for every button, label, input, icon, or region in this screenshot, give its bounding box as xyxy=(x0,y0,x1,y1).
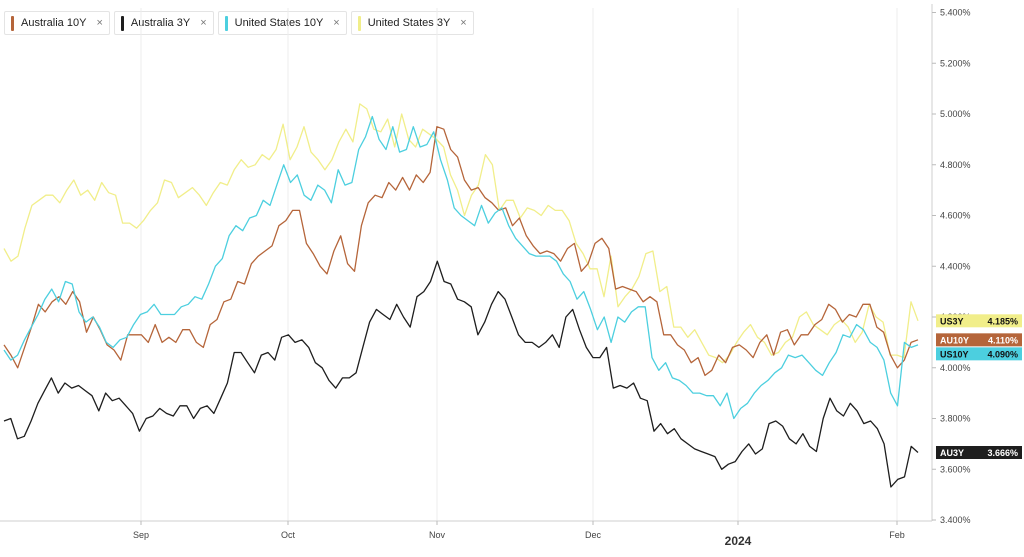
x-tick-label: Sep xyxy=(133,530,149,540)
y-tick-label: 5.200% xyxy=(940,58,971,68)
y-tick-label: 5.000% xyxy=(940,109,971,119)
legend-chip-united-states-10y[interactable]: United States 10Y × xyxy=(217,11,347,35)
badge-label: AU3Y xyxy=(940,448,964,458)
y-tick-label: 4.000% xyxy=(940,363,971,373)
legend-swatch xyxy=(357,15,361,31)
series-line-us10y xyxy=(3,115,919,420)
x-tick-label: Dec xyxy=(585,530,602,540)
badge-label: US10Y xyxy=(940,349,969,359)
badge-value: 4.090% xyxy=(987,349,1018,359)
gridlines xyxy=(140,8,898,521)
series-lines xyxy=(3,103,919,488)
series-line-au10y xyxy=(3,126,919,377)
series-line-au3y xyxy=(3,260,919,488)
y-tick-label: 3.800% xyxy=(940,414,971,424)
badge-label: AU10Y xyxy=(940,335,969,345)
y-tick-label: 5.400% xyxy=(940,8,971,18)
badge-au3y: AU3Y 3.666% xyxy=(936,446,1022,460)
y-tick-label: 4.800% xyxy=(940,160,971,170)
badge-value: 4.110% xyxy=(988,335,1018,345)
legend-label: Australia 3Y xyxy=(130,17,191,29)
badge-value: 3.666% xyxy=(987,448,1018,458)
x-tick-label: Nov xyxy=(429,530,446,540)
legend-chip-united-states-3y[interactable]: United States 3Y × xyxy=(350,11,474,35)
badge-bg xyxy=(936,347,1022,361)
y-tick-label: 3.400% xyxy=(940,515,971,525)
series-line-us3y xyxy=(3,103,919,364)
legend-label: Australia 10Y xyxy=(21,17,87,29)
legend-label: United States 3Y xyxy=(367,17,451,29)
badge-bg xyxy=(936,446,1022,460)
close-icon[interactable]: × xyxy=(96,17,103,29)
close-icon[interactable]: × xyxy=(200,17,207,29)
y-tick-label: 3.600% xyxy=(940,464,971,474)
legend-swatch xyxy=(120,15,124,31)
y-tick-label: 4.600% xyxy=(940,211,971,221)
y-tick-label: 4.400% xyxy=(940,261,971,271)
legend-bar: Australia 10Y × Australia 3Y × United St… xyxy=(4,11,474,35)
legend-chip-australia-10y[interactable]: Australia 10Y × xyxy=(4,11,110,35)
close-icon[interactable]: × xyxy=(333,17,340,29)
badge-label: US3Y xyxy=(940,316,964,326)
legend-chip-australia-3y[interactable]: Australia 3Y × xyxy=(113,11,214,35)
x-tick-label: Feb xyxy=(889,530,905,540)
close-icon[interactable]: × xyxy=(460,17,467,29)
badge-us3y: US3Y 4.185% xyxy=(936,314,1022,328)
x-axis-ticks: Sep Oct Nov Dec 2024 Feb xyxy=(133,521,905,548)
legend-swatch xyxy=(11,15,14,31)
last-value-badges: US3Y 4.185% AU10Y 4.110% US10Y 4.090% AU3Y 3.66… xyxy=(936,314,1022,460)
badge-bg xyxy=(936,314,1022,328)
x-tick-label: Oct xyxy=(281,530,296,540)
badge-au10y: AU10Y 4.110% xyxy=(936,333,1022,347)
x-tick-label: 2024 xyxy=(725,534,752,548)
legend-swatch xyxy=(224,15,228,31)
badge-value: 4.185% xyxy=(987,316,1018,326)
badge-bg xyxy=(936,333,1022,347)
legend-label: United States 10Y xyxy=(234,17,324,29)
badge-us10y: US10Y 4.090% xyxy=(936,347,1022,361)
